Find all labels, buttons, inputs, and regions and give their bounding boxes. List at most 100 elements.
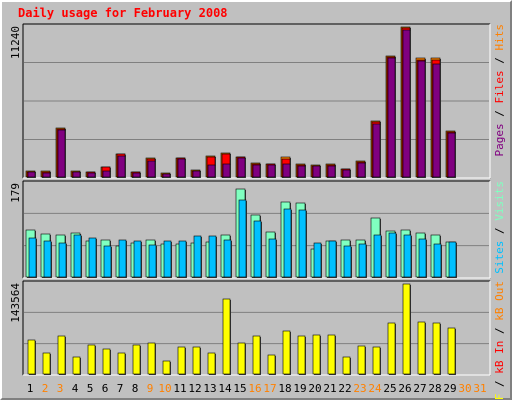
x-tick-label: 4: [72, 382, 79, 395]
x-tick-label: 1: [27, 382, 34, 395]
legend-item: /: [493, 374, 506, 394]
bar-pages: [342, 169, 351, 178]
bar-kb-f: [342, 356, 351, 375]
x-tick-label: 28: [428, 382, 441, 395]
legend: kB F / kB In / kB Out: [493, 281, 506, 400]
y-max-label: 11240: [9, 26, 22, 59]
bar-sites: [118, 239, 127, 278]
legend-item: kB In: [493, 341, 506, 374]
x-tick-label: 3: [57, 382, 64, 395]
bar-kb-f: [282, 330, 291, 375]
x-tick-label: 31: [473, 382, 486, 395]
y-max-label: 143564: [9, 283, 22, 323]
x-tick-label: 11: [173, 382, 186, 395]
bar-sites: [283, 208, 292, 278]
x-tick-label: 7: [117, 382, 124, 395]
bar-pages: [282, 163, 291, 178]
bar-kb-f: [372, 346, 381, 375]
bar-pages: [222, 163, 231, 178]
bar-pages: [207, 164, 216, 178]
legend-item: kB F: [493, 394, 506, 400]
bar-sites: [133, 240, 142, 278]
bar-sites: [208, 235, 217, 278]
bar-sites: [223, 239, 232, 278]
bar-kb-f: [357, 345, 366, 375]
chart-title: Daily usage for February 2008: [18, 6, 228, 20]
bar-pages: [132, 172, 141, 178]
x-tick-label: 23: [353, 382, 366, 395]
bar-pages: [432, 63, 441, 178]
bar-kb-f: [207, 352, 216, 375]
x-tick-label: 5: [87, 382, 94, 395]
x-tick-label: 10: [158, 382, 171, 395]
y-max-label: 179: [9, 183, 22, 203]
bar-kb-f: [222, 298, 231, 375]
legend-item: kB Out: [493, 281, 506, 321]
legend-item: Hits: [493, 24, 506, 51]
bar-sites: [343, 245, 352, 278]
x-tick-label: 26: [398, 382, 411, 395]
bar-sites: [178, 240, 187, 278]
bar-pages: [42, 172, 51, 178]
bar-sites: [313, 242, 322, 278]
bar-pages: [177, 158, 186, 178]
bar-pages: [72, 171, 81, 178]
legend-item: /: [493, 221, 506, 241]
x-tick-label: 18: [278, 382, 291, 395]
bar-sites: [193, 235, 202, 278]
bar-sites: [28, 237, 37, 278]
bar-pages: [162, 173, 171, 178]
legend-item: /: [493, 321, 506, 341]
bar-sites: [268, 238, 277, 278]
x-tick-label: 15: [233, 382, 246, 395]
x-tick-label: 22: [338, 382, 351, 395]
x-tick-label: 25: [383, 382, 396, 395]
x-tick-label: 8: [132, 382, 139, 395]
bar-pages: [252, 164, 261, 178]
bar-kb-f: [252, 335, 261, 375]
x-tick-label: 20: [308, 382, 321, 395]
legend: Pages / Files / Hits: [493, 24, 506, 157]
x-tick-label: 6: [102, 382, 109, 395]
bar-sites: [163, 240, 172, 278]
x-tick-label: 21: [323, 382, 336, 395]
bar-sites: [373, 234, 382, 278]
bar-kb-f: [87, 344, 96, 375]
bar-kb-f: [432, 322, 441, 375]
legend-item: /: [493, 51, 506, 71]
bar-kb-f: [267, 354, 276, 375]
bar-sites: [298, 209, 307, 278]
legend-item: Pages: [493, 123, 506, 156]
bar-kb-f: [402, 283, 411, 375]
bar-sites: [328, 240, 337, 278]
bar-kb-f: [42, 352, 51, 375]
bar-pages: [297, 165, 306, 178]
bar-pages: [387, 57, 396, 178]
bar-pages: [117, 155, 126, 178]
bar-sites: [433, 243, 442, 278]
bar-pages: [87, 172, 96, 178]
bar-sites: [148, 244, 157, 278]
bar-sites: [403, 234, 412, 278]
x-tick-label: 13: [203, 382, 216, 395]
x-tick-label: 2: [42, 382, 49, 395]
bar-pages: [327, 165, 336, 178]
x-tick-label: 17: [263, 382, 276, 395]
bar-kb-f: [447, 327, 456, 375]
bar-pages: [147, 160, 156, 178]
bar-sites: [388, 232, 397, 278]
bar-kb-f: [312, 334, 321, 375]
legend-item: Files: [493, 70, 506, 103]
x-tick-label: 29: [443, 382, 456, 395]
x-tick-label: 24: [368, 382, 382, 395]
bar-sites: [58, 242, 67, 278]
legend: Sites / Visits: [493, 181, 506, 274]
bar-kb-f: [417, 321, 426, 375]
legend-item: Visits: [493, 181, 506, 221]
bar-kb-f: [27, 339, 36, 375]
bar-kb-f: [102, 348, 111, 375]
bar-kb-f: [237, 342, 246, 375]
bar-sites: [448, 241, 457, 278]
bar-kb-f: [147, 342, 156, 375]
x-tick-label: 14: [218, 382, 232, 395]
